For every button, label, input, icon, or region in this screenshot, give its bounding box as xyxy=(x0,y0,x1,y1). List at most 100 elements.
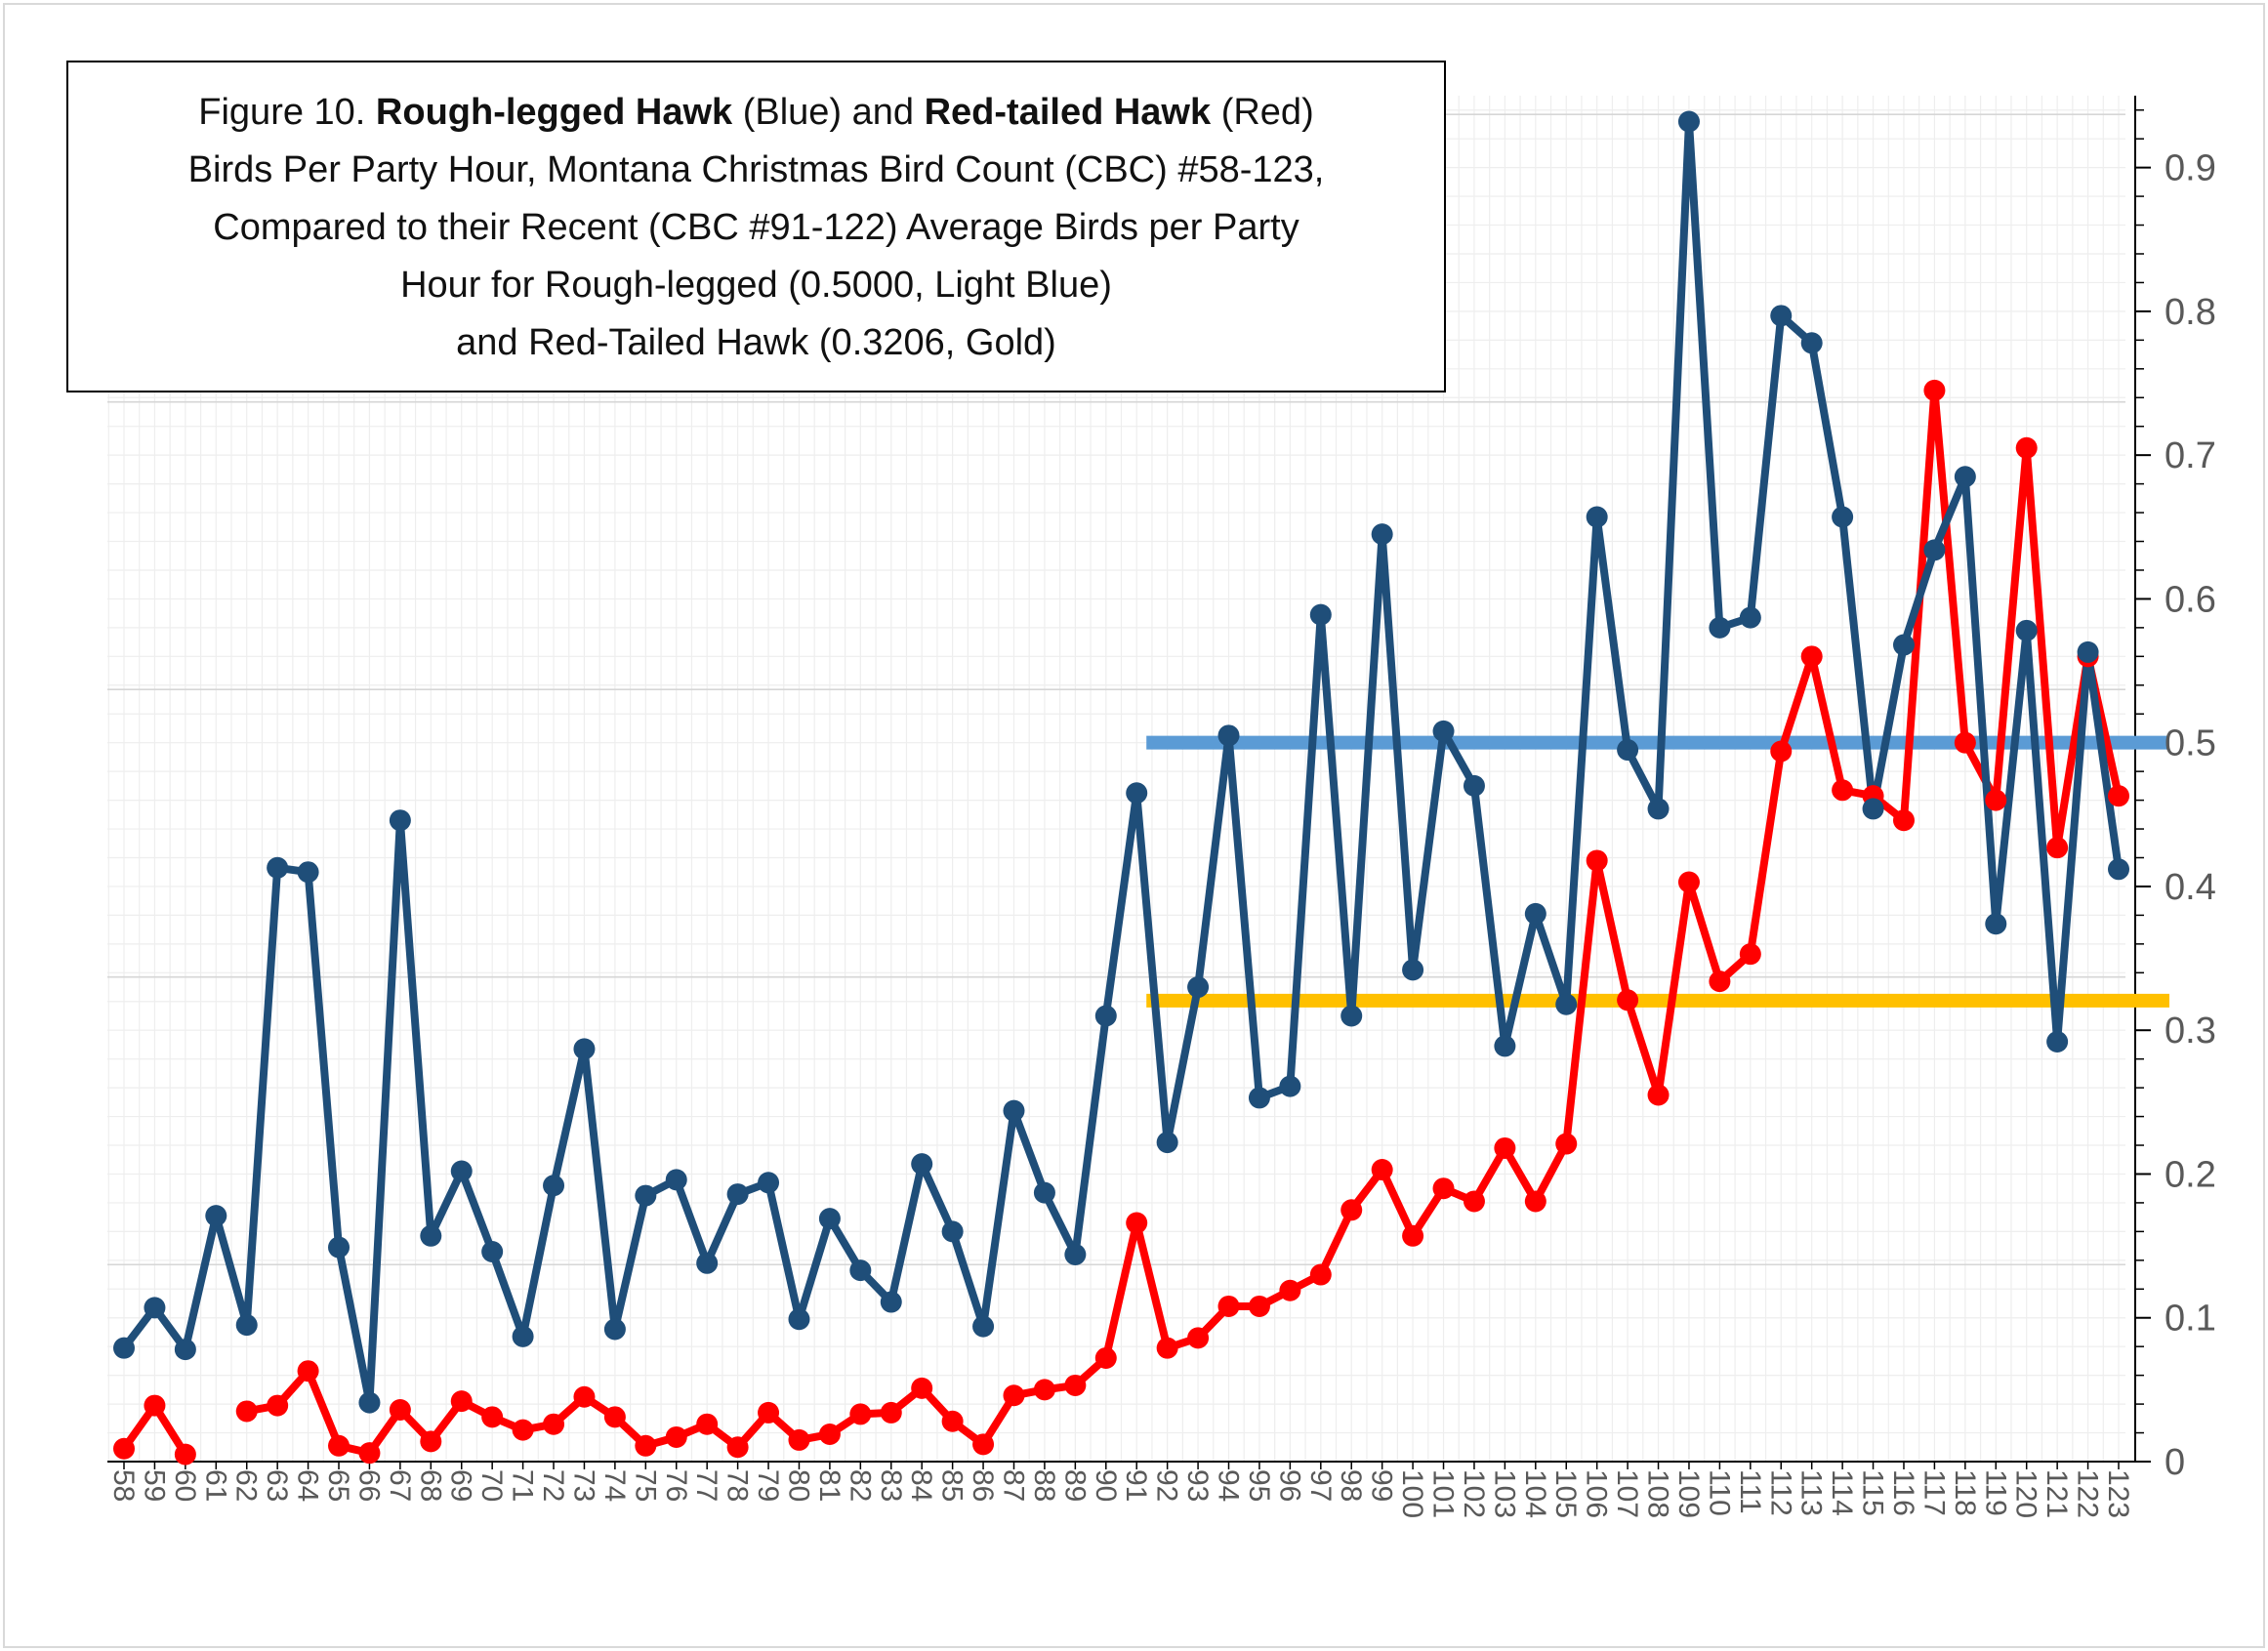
x-tick-label: 74 xyxy=(598,1469,631,1502)
rough-legged-point xyxy=(2015,619,2038,641)
rough-legged-point xyxy=(1309,603,1332,626)
title-line-5: and Red-Tailed Hawk (0.3206, Gold) xyxy=(456,322,1056,363)
rough-legged-point xyxy=(1340,1005,1363,1027)
red-tailed-point xyxy=(1402,1224,1424,1247)
title-line-1: Figure 10. Rough-legged Hawk (Blue) and … xyxy=(68,84,1444,142)
rough-legged-point xyxy=(818,1208,841,1230)
red-tailed-point xyxy=(481,1406,504,1428)
rough-legged-point xyxy=(328,1236,351,1259)
y-tick-label: 0.8 xyxy=(2165,292,2216,333)
x-tick-label: 116 xyxy=(1887,1469,1919,1516)
x-tick-label: 70 xyxy=(475,1469,508,1502)
rough-legged-point xyxy=(2046,1030,2069,1053)
rough-legged-point xyxy=(1617,739,1639,762)
rough-legged-point xyxy=(1524,902,1546,925)
x-tick-label: 89 xyxy=(1058,1469,1091,1502)
red-tailed-point xyxy=(1156,1337,1178,1359)
red-tailed-point xyxy=(144,1394,166,1417)
red-tailed-point xyxy=(2015,436,2038,459)
red-tailed-point xyxy=(1770,740,1793,763)
rough-legged-point xyxy=(420,1224,442,1247)
title-fragment: (Blue) and xyxy=(732,92,925,133)
x-tick-label: 75 xyxy=(629,1469,661,1502)
rough-legged-point xyxy=(235,1314,258,1337)
red-tailed-point xyxy=(1923,379,1946,401)
rough-legged-point xyxy=(972,1315,995,1338)
red-tailed-point xyxy=(1892,809,1915,832)
x-tick-label: 103 xyxy=(1488,1469,1520,1518)
x-tick-label: 107 xyxy=(1611,1469,1643,1518)
x-tick-label: 61 xyxy=(199,1469,231,1502)
rough-legged-point xyxy=(1555,993,1578,1015)
x-tick-label: 85 xyxy=(936,1469,969,1502)
rough-legged-point xyxy=(1033,1181,1055,1204)
x-tick-label: 104 xyxy=(1519,1469,1551,1518)
rough-legged-point xyxy=(1832,506,1854,528)
x-tick-label: 82 xyxy=(844,1469,876,1502)
red-tailed-point xyxy=(1126,1212,1148,1234)
x-tick-label: 105 xyxy=(1549,1469,1582,1518)
red-tailed-point xyxy=(297,1360,319,1383)
x-tick-label: 80 xyxy=(782,1469,814,1502)
x-tick-label: 86 xyxy=(967,1469,999,1502)
x-tick-label: 73 xyxy=(567,1469,599,1502)
title-fragment: Figure 10. xyxy=(198,92,376,133)
rough-legged-point xyxy=(2077,640,2099,663)
rough-legged-point xyxy=(1279,1075,1301,1097)
x-tick-label: 58 xyxy=(107,1469,140,1502)
rough-legged-point xyxy=(1094,1005,1117,1027)
x-tick-label: 113 xyxy=(1795,1469,1828,1516)
red-tailed-point xyxy=(1494,1136,1516,1159)
rough-legged-point xyxy=(1586,506,1608,528)
red-tailed-point xyxy=(512,1419,534,1441)
x-tick-label: 112 xyxy=(1764,1469,1796,1516)
x-tick-label: 68 xyxy=(414,1469,446,1502)
title-line-4: Hour for Rough-legged (0.5000, Light Blu… xyxy=(400,265,1112,306)
x-tick-label: 92 xyxy=(1151,1469,1183,1502)
x-tick-label: 106 xyxy=(1581,1469,1613,1518)
x-tick-label: 119 xyxy=(1979,1469,2011,1516)
chart-title: Figure 10. Rough-legged Hawk (Blue) and … xyxy=(66,61,1446,392)
rough-legged-point xyxy=(573,1038,596,1060)
y-tick-label: 0.6 xyxy=(2165,579,2216,620)
x-tick-label: 108 xyxy=(1642,1469,1674,1518)
red-tailed-point xyxy=(1463,1190,1485,1213)
y-tick-label: 0.4 xyxy=(2165,867,2216,908)
rough-legged-point xyxy=(1494,1035,1516,1057)
x-tick-label: 59 xyxy=(138,1469,170,1502)
red-tailed-point xyxy=(941,1410,964,1432)
red-tailed-point xyxy=(635,1434,657,1457)
rough-legged-point xyxy=(1923,539,1946,561)
red-tailed-point xyxy=(1954,731,1976,754)
title-red-tailed: Red-tailed Hawk xyxy=(924,92,1212,133)
red-tailed-point xyxy=(1586,849,1608,872)
rough-legged-point xyxy=(389,809,411,832)
red-tailed-point xyxy=(1033,1379,1055,1401)
rough-legged-point xyxy=(603,1318,626,1341)
x-tick-label: 121 xyxy=(2041,1469,2073,1518)
red-tailed-point xyxy=(911,1377,933,1399)
rough-legged-point xyxy=(1371,523,1393,546)
rough-legged-point xyxy=(1217,724,1240,747)
red-tailed-point xyxy=(543,1413,565,1435)
red-tailed-point xyxy=(1739,943,1761,966)
rough-legged-point xyxy=(1432,720,1455,742)
red-tailed-point xyxy=(420,1430,442,1453)
red-tailed-point xyxy=(2046,837,2069,859)
y-tick-label: 0.7 xyxy=(2165,435,2216,476)
rough-legged-point xyxy=(1739,606,1761,629)
red-tailed-point xyxy=(1985,789,2007,811)
red-tailed-point xyxy=(726,1436,749,1459)
red-tailed-point xyxy=(235,1400,258,1423)
red-tailed-point xyxy=(603,1406,626,1428)
x-tick-label: 67 xyxy=(384,1469,416,1502)
x-tick-label: 118 xyxy=(1949,1469,1981,1516)
rough-legged-point xyxy=(205,1205,227,1227)
rough-legged-point xyxy=(144,1297,166,1319)
red-tailed-point xyxy=(450,1390,473,1413)
red-tailed-point xyxy=(1832,779,1854,802)
red-tailed-point xyxy=(972,1433,995,1456)
red-tailed-point xyxy=(389,1398,411,1421)
red-tailed-point xyxy=(1677,871,1700,893)
x-tick-label: 117 xyxy=(1917,1469,1950,1516)
